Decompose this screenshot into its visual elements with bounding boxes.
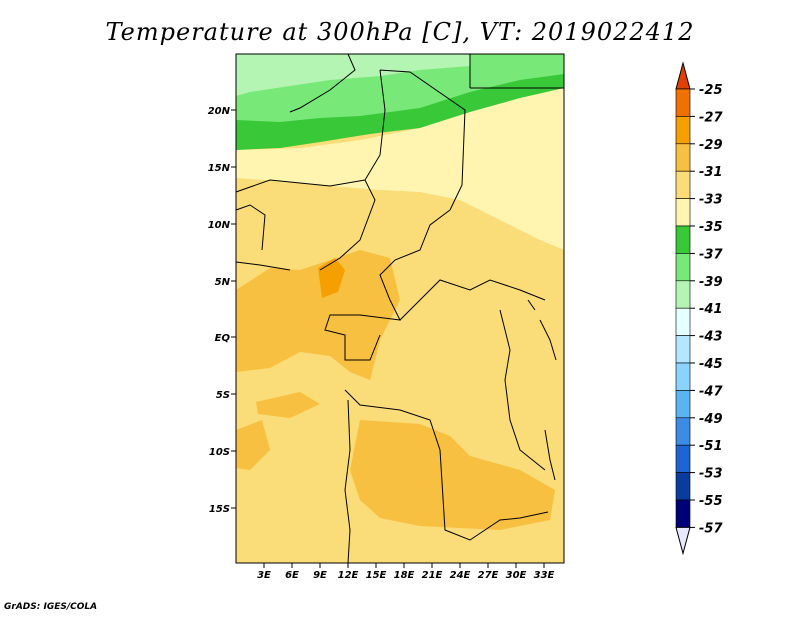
lat-label-5s: 5S	[216, 390, 230, 401]
lat-label-5n: 5N	[215, 277, 231, 288]
colorbar-label: -57	[699, 521, 723, 536]
lon-label-30e: 30E	[506, 570, 527, 581]
colorbar-swatch	[675, 307, 691, 336]
lon-label-9e: 9E	[313, 570, 327, 581]
lon-label-12e: 12E	[338, 570, 359, 581]
lon-label-15e: 15E	[366, 570, 387, 581]
temperature-field	[236, 54, 564, 563]
colorbar-label: -45	[699, 357, 723, 372]
lat-label-15s: 15S	[209, 504, 230, 515]
lat-label-10n: 10N	[208, 220, 231, 231]
colorbar-swatch	[675, 198, 691, 227]
colorbar-swatch	[675, 417, 691, 446]
colorbar-swatch	[675, 362, 691, 391]
colorbar-label: -55	[699, 494, 723, 509]
colorbar-swatch	[675, 88, 691, 117]
grads-credit: GrADS: IGES/COLA	[4, 602, 98, 612]
colorbar-label: -25	[699, 83, 723, 98]
colorbar-swatch	[675, 280, 691, 309]
colorbar-label: -27	[699, 110, 723, 125]
country-borders	[235, 53, 564, 564]
colorbar-swatch	[675, 499, 691, 528]
lat-label-10s: 10S	[209, 447, 230, 458]
latitude-axis: 20N 15N 10N 5N EQ 5S 10S 15S	[208, 106, 236, 515]
colorbar-swatch	[675, 170, 691, 199]
colorbar-label: -33	[699, 193, 723, 208]
colorbar-label: -51	[699, 439, 723, 454]
colorbar-swatch	[675, 390, 691, 419]
colorbar-label: -43	[699, 330, 723, 345]
colorbar-label: -47	[699, 384, 723, 399]
map-frame	[235, 53, 565, 564]
colorbar-top-arrow	[675, 61, 691, 90]
colorbar-swatch	[675, 335, 691, 364]
colorbar-label: -39	[699, 275, 723, 290]
lon-label-27e: 27E	[478, 570, 499, 581]
colorbar-label: -49	[699, 412, 723, 427]
lat-label-20n: 20N	[208, 106, 231, 117]
lat-label-15n: 15N	[208, 163, 231, 174]
colorbar-swatch	[675, 472, 691, 501]
longitude-axis: 3E 6E 9E 12E 15E 18E 21E 24E 27E 30E 33E	[257, 563, 555, 581]
colorbar-label: -41	[699, 302, 723, 317]
lat-label-eq: EQ	[215, 333, 231, 344]
colorbar-bottom-arrow	[675, 526, 691, 556]
lon-label-18e: 18E	[394, 570, 415, 581]
colorbar-label: -31	[699, 165, 723, 180]
lon-label-6e: 6E	[285, 570, 299, 581]
lon-label-33e: 33E	[534, 570, 555, 581]
lon-label-24e: 24E	[450, 570, 471, 581]
colorbar-swatch	[675, 253, 691, 282]
lon-label-3e: 3E	[257, 570, 271, 581]
colorbar-swatch	[675, 225, 691, 254]
lon-label-21e: 21E	[422, 570, 443, 581]
colorbar-label: -29	[699, 138, 723, 153]
colorbar-swatch	[675, 444, 691, 473]
colorbar-label: -53	[699, 467, 723, 482]
colorbar-swatch	[675, 116, 691, 145]
map-title: Temperature at 300hPa [C], VT: 201902241…	[105, 18, 695, 46]
colorbar-swatch	[675, 143, 691, 172]
colorbar-label: -35	[699, 220, 723, 235]
colorbar: -25 -27 -29 -31 -33 -35 -37 -39 -41 -43 -45 -47 -49 -…	[675, 61, 723, 556]
colorbar-label: -37	[699, 247, 723, 262]
